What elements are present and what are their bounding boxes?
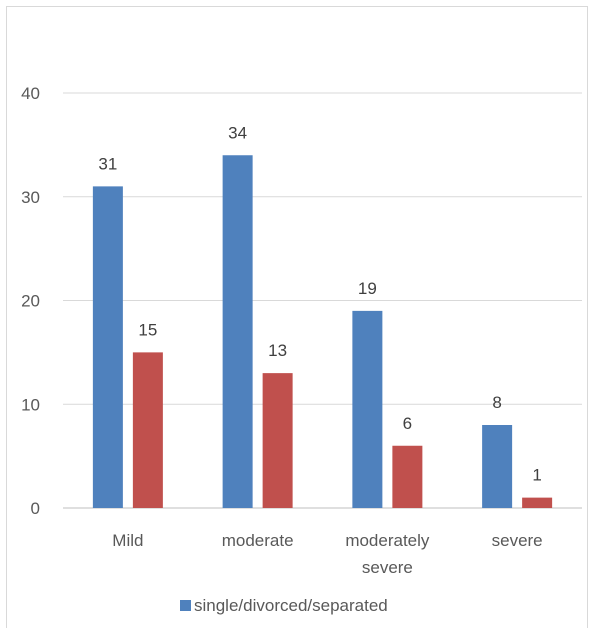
data-label: 1 (532, 466, 541, 485)
y-tick-label: 30 (21, 188, 40, 207)
data-label: 6 (403, 414, 412, 433)
x-tick-label: severe (362, 558, 413, 577)
x-tick-label: severe (492, 531, 543, 550)
bar (262, 373, 293, 508)
bar (352, 310, 383, 508)
bar (392, 445, 423, 508)
legend-swatch (180, 600, 191, 611)
legend: single/divorced/separated (180, 596, 388, 615)
bar (482, 425, 513, 508)
bar (132, 352, 163, 508)
data-label: 8 (492, 393, 501, 412)
x-tick-label: Mild (112, 531, 143, 550)
chart-frame (6, 6, 588, 628)
x-axis: Mild moderate moderately severe severe (112, 531, 542, 577)
y-tick-label: 40 (21, 84, 40, 103)
x-tick-label: moderately (345, 531, 430, 550)
bar (222, 155, 253, 508)
data-label: 34 (228, 123, 247, 142)
data-label: 15 (138, 320, 157, 339)
y-tick-label: 10 (21, 395, 40, 414)
bar (92, 186, 123, 508)
x-tick-label: moderate (222, 531, 294, 550)
y-tick-label: 0 (31, 499, 40, 518)
y-tick-label: 20 (21, 292, 40, 311)
data-labels: 31 15 34 13 19 6 8 1 (98, 123, 541, 484)
bars (92, 155, 553, 508)
data-label: 13 (268, 341, 287, 360)
y-axis: 0 10 20 30 40 (21, 84, 40, 518)
data-label: 19 (358, 279, 377, 298)
data-label: 31 (98, 154, 117, 173)
bar (522, 497, 553, 508)
legend-label: single/divorced/separated (194, 596, 388, 615)
